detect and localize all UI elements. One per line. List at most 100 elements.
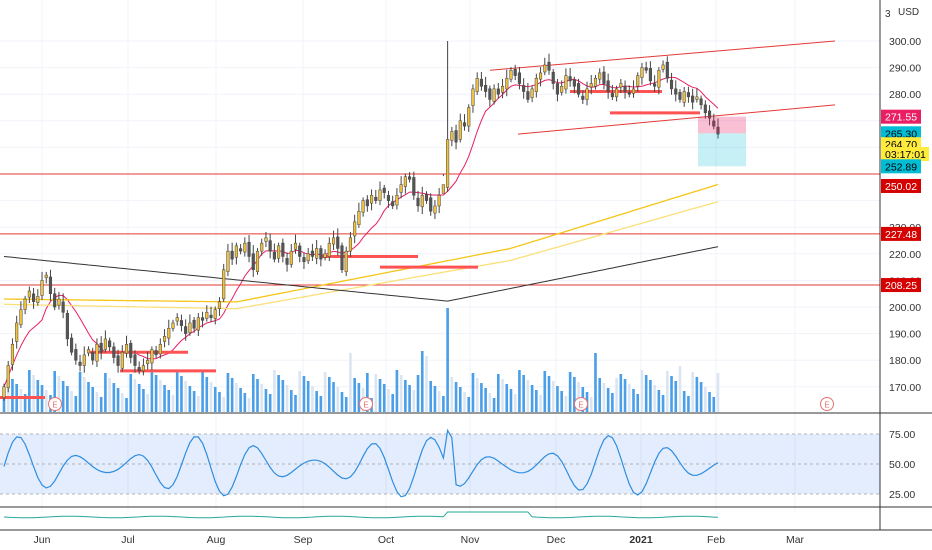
candle-body bbox=[437, 195, 441, 207]
indicator-line bbox=[3, 511, 719, 519]
candle-body bbox=[293, 242, 298, 250]
volume-bar bbox=[526, 380, 530, 412]
volume-bar bbox=[535, 390, 538, 412]
volume-bar bbox=[492, 398, 496, 412]
candle-body bbox=[116, 355, 120, 366]
volume-bar bbox=[44, 390, 48, 412]
horizontal-rays bbox=[0, 90, 700, 399]
candle-body bbox=[636, 75, 640, 87]
position-target-zone bbox=[698, 116, 746, 134]
candle-body bbox=[555, 83, 560, 95]
price-badge bbox=[881, 226, 921, 241]
time-axis[interactable]: Jun Jul Aug Sep Oct Nov Dec 2021 Feb Mar bbox=[34, 534, 805, 546]
candle-body bbox=[260, 242, 264, 252]
candle-body bbox=[581, 95, 585, 100]
earnings-marker-label: E bbox=[578, 401, 583, 410]
candle-body bbox=[285, 258, 289, 265]
volume-bar bbox=[505, 384, 509, 412]
candle-body bbox=[315, 248, 319, 259]
volume-bar bbox=[378, 379, 382, 412]
candle-body bbox=[509, 70, 513, 80]
volume-bar bbox=[391, 394, 394, 412]
price-tick-label: 290.00 bbox=[889, 63, 921, 75]
earnings-marker-label: E bbox=[363, 401, 368, 410]
volume-bar bbox=[699, 382, 703, 412]
volume-bar bbox=[471, 373, 475, 412]
candle-body bbox=[255, 250, 260, 272]
candle-body bbox=[446, 139, 450, 188]
candle-body bbox=[631, 88, 636, 94]
candle-body bbox=[120, 351, 124, 369]
volume-bar bbox=[353, 378, 356, 412]
candle-body bbox=[264, 237, 268, 242]
volume-bar bbox=[437, 391, 441, 412]
volume-bar bbox=[328, 377, 331, 412]
candle-body bbox=[564, 75, 568, 90]
volume-bar bbox=[243, 393, 247, 412]
volume-bar bbox=[226, 373, 230, 412]
candle-body bbox=[665, 61, 669, 79]
earnings-marker bbox=[574, 397, 588, 411]
volume-bar bbox=[657, 390, 661, 412]
grid bbox=[0, 0, 932, 531]
volume-bar bbox=[712, 397, 716, 412]
candle-body bbox=[462, 122, 467, 127]
price-tick-label: 180.00 bbox=[889, 355, 921, 367]
volume-bar bbox=[691, 372, 694, 412]
volume-bar bbox=[488, 393, 492, 412]
volume-bar bbox=[116, 388, 120, 412]
time-axis-label: Nov bbox=[461, 534, 480, 546]
volume-bar bbox=[247, 398, 251, 412]
candle-body bbox=[399, 184, 403, 193]
candle-body bbox=[230, 250, 234, 260]
candle-body bbox=[310, 250, 314, 257]
position-tool[interactable] bbox=[698, 116, 746, 167]
time-axis-label: Jul bbox=[121, 534, 134, 546]
candle-body bbox=[53, 293, 57, 308]
volume-bar bbox=[205, 377, 209, 412]
volume-bar bbox=[171, 395, 175, 412]
volume-bar bbox=[192, 391, 196, 412]
candle-body bbox=[370, 195, 374, 204]
volume-bar bbox=[188, 386, 192, 412]
volume-bar bbox=[336, 387, 340, 412]
volume-bar bbox=[175, 371, 179, 412]
volume-bar bbox=[636, 394, 640, 412]
volume-bar bbox=[454, 382, 458, 412]
volume-bar bbox=[446, 308, 449, 412]
candle-body bbox=[57, 298, 61, 306]
volume-bar bbox=[349, 353, 352, 412]
volume-bar bbox=[463, 392, 466, 412]
volume-bar bbox=[551, 381, 555, 412]
candle-body bbox=[268, 240, 272, 252]
candle-body bbox=[205, 312, 209, 319]
candle-body bbox=[429, 197, 433, 212]
candle-body bbox=[513, 69, 517, 76]
volume-bar bbox=[366, 373, 369, 412]
volume-bar bbox=[277, 375, 280, 412]
volume-bar bbox=[74, 396, 78, 412]
candle-body bbox=[365, 199, 369, 207]
candle-body bbox=[699, 98, 703, 106]
candle-body bbox=[344, 250, 348, 272]
volume-bar bbox=[442, 396, 445, 412]
price-badge-label: 252.89 bbox=[885, 161, 917, 173]
time-axis-label: Jun bbox=[34, 534, 51, 546]
volume-bar bbox=[285, 385, 289, 412]
candle-body bbox=[530, 88, 534, 98]
candle-body bbox=[661, 64, 665, 70]
volume-bar bbox=[57, 376, 61, 412]
candle-body bbox=[10, 343, 15, 365]
price-axis[interactable]: 3USD300.00290.00280.00230.00220.00210.00… bbox=[879, 0, 921, 530]
earnings-marker-label: E bbox=[824, 401, 829, 410]
volume-bar bbox=[108, 378, 111, 412]
volume-bar bbox=[197, 396, 200, 412]
volume-bar bbox=[475, 378, 479, 412]
candle-body bbox=[277, 245, 281, 259]
candle-body bbox=[589, 83, 593, 88]
volume-bar bbox=[547, 376, 551, 412]
volume-bar bbox=[568, 372, 572, 412]
price-tick-label: 200.00 bbox=[889, 302, 921, 314]
